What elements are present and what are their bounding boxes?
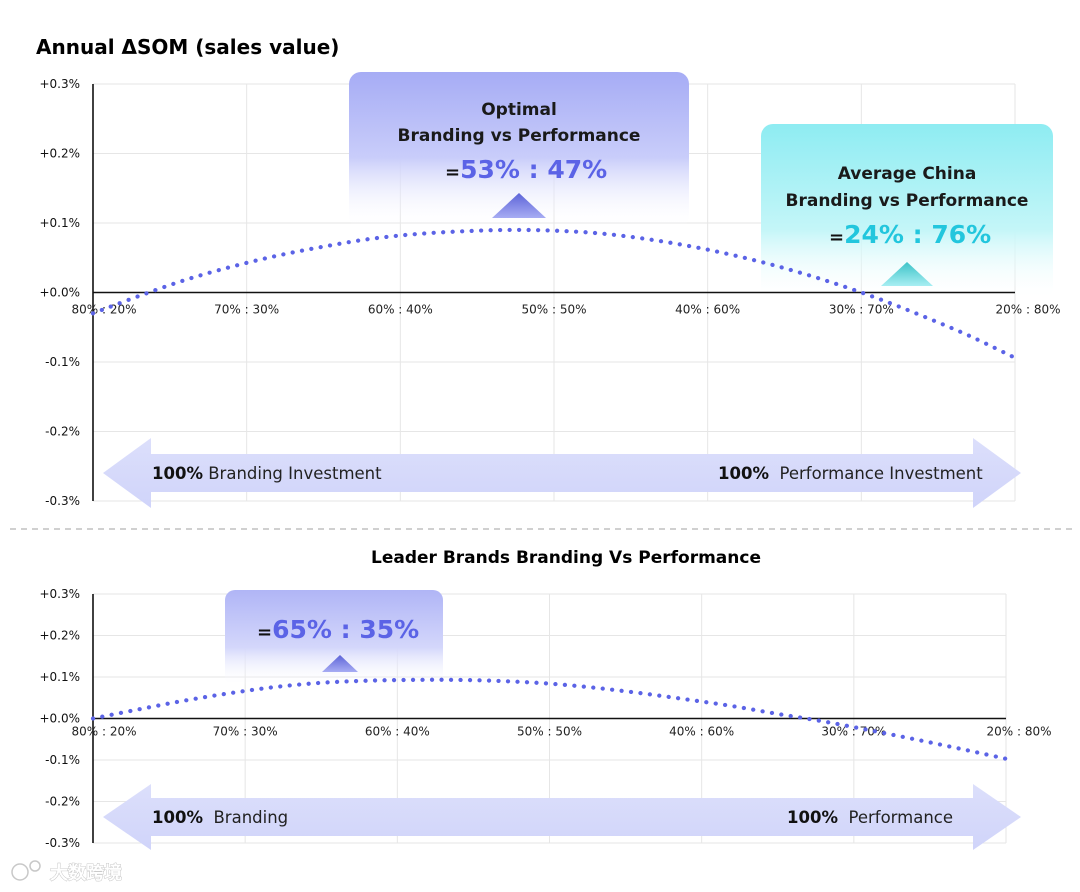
branding-investment-text: Branding Investment: [203, 464, 382, 483]
branding-label: 100% Branding: [152, 808, 288, 827]
optimal-ratio-text: =53% : 47%: [445, 155, 607, 184]
leader-ratio-value: 65% : 35%: [272, 615, 419, 644]
performance-label: 100% Performance: [787, 808, 953, 827]
chart1-y-ticks: +0.3% +0.2% +0.1% +0.0% -0.1% -0.2% -0.3%: [39, 77, 80, 508]
watermark-text: 大数跨境: [50, 862, 122, 884]
performance-investment-percent: 100%: [718, 464, 769, 483]
x-tick-label: 60% : 40%: [368, 303, 433, 317]
performance-investment-text: Performance Investment: [769, 464, 983, 483]
performance-investment-label: 100% Performance Investment: [718, 464, 983, 483]
average-china-label-line1: Average China: [838, 164, 977, 184]
optimal-ratio-value: 53% : 47%: [460, 155, 607, 184]
x-tick-label: 20% : 80%: [995, 303, 1060, 317]
optimal-callout-box: [349, 72, 689, 228]
y-tick-label: -0.3%: [45, 494, 80, 508]
y-tick-label: +0.0%: [39, 712, 80, 726]
x-tick-label: 70% : 30%: [214, 303, 279, 317]
watermark-logo-dot-icon: [29, 860, 41, 872]
y-tick-label: +0.3%: [39, 77, 80, 91]
x-tick-label: 30% : 70%: [821, 725, 886, 739]
watermark: 大数跨境: [11, 860, 122, 884]
leader-pointer-triangle: [322, 655, 358, 672]
chart1-title: Annual ΔSOM (sales value): [36, 35, 339, 59]
x-tick-label: 40% : 60%: [669, 725, 734, 739]
performance-text: Performance: [838, 808, 953, 827]
chart2-y-ticks: +0.3% +0.2% +0.1% +0.0% -0.1% -0.2% -0.3%: [39, 587, 80, 850]
y-tick-label: +0.1%: [39, 670, 80, 684]
performance-percent: 100%: [787, 808, 838, 827]
average-china-pointer-triangle: [881, 262, 933, 286]
investment-double-arrow: [103, 438, 1021, 508]
y-tick-label: -0.2%: [45, 795, 80, 809]
x-tick-label: 50% : 50%: [517, 725, 582, 739]
y-tick-label: -0.3%: [45, 836, 80, 850]
x-tick-label: 80% : 20%: [71, 303, 136, 317]
x-tick-label: 30% : 70%: [829, 303, 894, 317]
branding-investment-percent: 100%: [152, 464, 203, 483]
average-china-callout-box: [761, 124, 1053, 300]
y-tick-label: +0.0%: [39, 286, 80, 300]
branding-percent: 100%: [152, 808, 203, 827]
optimal-label-line2: Branding vs Performance: [398, 126, 641, 146]
x-tick-label: 80% : 20%: [71, 725, 136, 739]
average-china-ratio-text: =24% : 76%: [829, 220, 991, 249]
optimal-pointer-triangle: [492, 193, 546, 218]
y-tick-label: -0.1%: [45, 355, 80, 369]
y-tick-label: +0.1%: [39, 216, 80, 230]
y-tick-label: +0.2%: [39, 629, 80, 643]
series-dotted-line: [90, 227, 1018, 360]
average-china-ratio-value: 24% : 76%: [844, 220, 991, 249]
x-tick-label: 70% : 30%: [213, 725, 278, 739]
series-dotted-line: [90, 677, 1009, 761]
average-china-eq-sign: =: [829, 227, 844, 248]
leader-eq-sign: =: [257, 622, 272, 643]
leader-double-arrow: [103, 784, 1021, 850]
chart1-series-annual-som: [90, 227, 1018, 360]
y-tick-label: -0.1%: [45, 753, 80, 767]
watermark-logo-icon: [11, 863, 29, 881]
optimal-label-line1: Optimal: [481, 100, 557, 120]
x-tick-label: 40% : 60%: [675, 303, 740, 317]
y-tick-label: +0.3%: [39, 587, 80, 601]
branding-investment-label: 100% Branding Investment: [152, 464, 382, 483]
y-tick-label: +0.2%: [39, 147, 80, 161]
chart2-title: Leader Brands Branding Vs Performance: [371, 548, 761, 568]
leader-callout-box: [225, 590, 443, 686]
optimal-eq-sign: =: [445, 162, 460, 183]
branding-text: Branding: [203, 808, 288, 827]
chart2-x-ticks: 80% : 20% 70% : 30% 60% : 40% 50% : 50% 40% …: [71, 725, 1051, 739]
x-tick-label: 20% : 80%: [986, 725, 1051, 739]
average-china-label-line2: Branding vs Performance: [786, 191, 1029, 211]
y-tick-label: -0.2%: [45, 425, 80, 439]
chart1-x-ticks: 80% : 20% 70% : 30% 60% : 40% 50% : 50% 40% …: [71, 303, 1060, 317]
x-tick-label: 50% : 50%: [521, 303, 586, 317]
x-tick-label: 60% : 40%: [365, 725, 430, 739]
chart2-series-leader-brands: [90, 677, 1009, 761]
leader-ratio-text: =65% : 35%: [257, 615, 419, 644]
